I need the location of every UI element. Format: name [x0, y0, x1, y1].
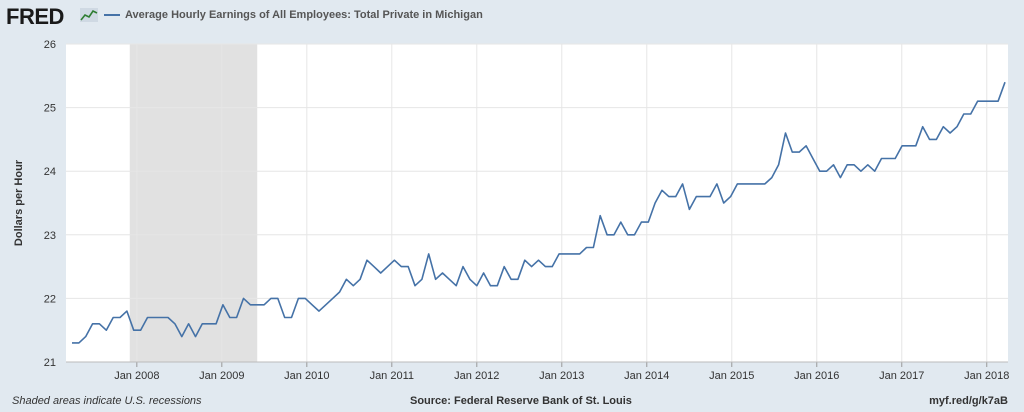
x-tick-label: Jan 2011 [370, 370, 414, 382]
x-tick-label: Jan 2016 [794, 370, 839, 382]
legend-swatch [104, 14, 120, 16]
fred-logo[interactable]: FRED [6, 4, 64, 29]
y-tick-label: 21 [44, 357, 56, 369]
x-tick-label: Jan 2015 [709, 370, 754, 382]
x-tick-label: Jan 2010 [284, 370, 329, 382]
series-line [72, 81, 1006, 344]
y-tick-label: 25 [44, 103, 56, 115]
y-tick-label: 22 [44, 293, 56, 305]
y-axis-ticks: 21 22 23 24 25 26 [44, 39, 56, 369]
y-tick-label: 26 [44, 39, 56, 51]
y-axis-label: Dollars per Hour [13, 159, 25, 246]
chart-header: FRED Average Hourly Earnings of All Empl… [0, 0, 1024, 34]
legend-label: Average Hourly Earnings of All Employees… [125, 9, 483, 21]
x-tick-label: Jan 2009 [199, 370, 244, 382]
recession-band [129, 44, 258, 362]
x-tick-label: Jan 2012 [454, 370, 499, 382]
legend: Average Hourly Earnings of All Employees… [104, 9, 483, 21]
y-tick-label: 24 [44, 166, 56, 178]
y-tick-label: 23 [44, 230, 56, 242]
recession-layer [129, 44, 258, 362]
source-note: Source: Federal Reserve Bank of St. Loui… [410, 395, 632, 407]
x-tick-label: Jan 2018 [964, 370, 1009, 382]
x-axis-ticks: Jan 2008 Jan 2009 Jan 2010 Jan 2011 Jan 2012… [66, 361, 1009, 382]
x-tick-label: Jan 2013 [539, 370, 584, 382]
x-tick-label: Jan 2017 [879, 370, 924, 382]
x-tick-label: Jan 2008 [114, 370, 159, 382]
x-tick-label: Jan 2014 [624, 370, 669, 382]
short-link[interactable]: myf.red/g/k7aB [929, 395, 1008, 407]
fred-logo-chart-icon [80, 8, 98, 22]
recession-note: Shaded areas indicate U.S. recessions [12, 395, 202, 407]
